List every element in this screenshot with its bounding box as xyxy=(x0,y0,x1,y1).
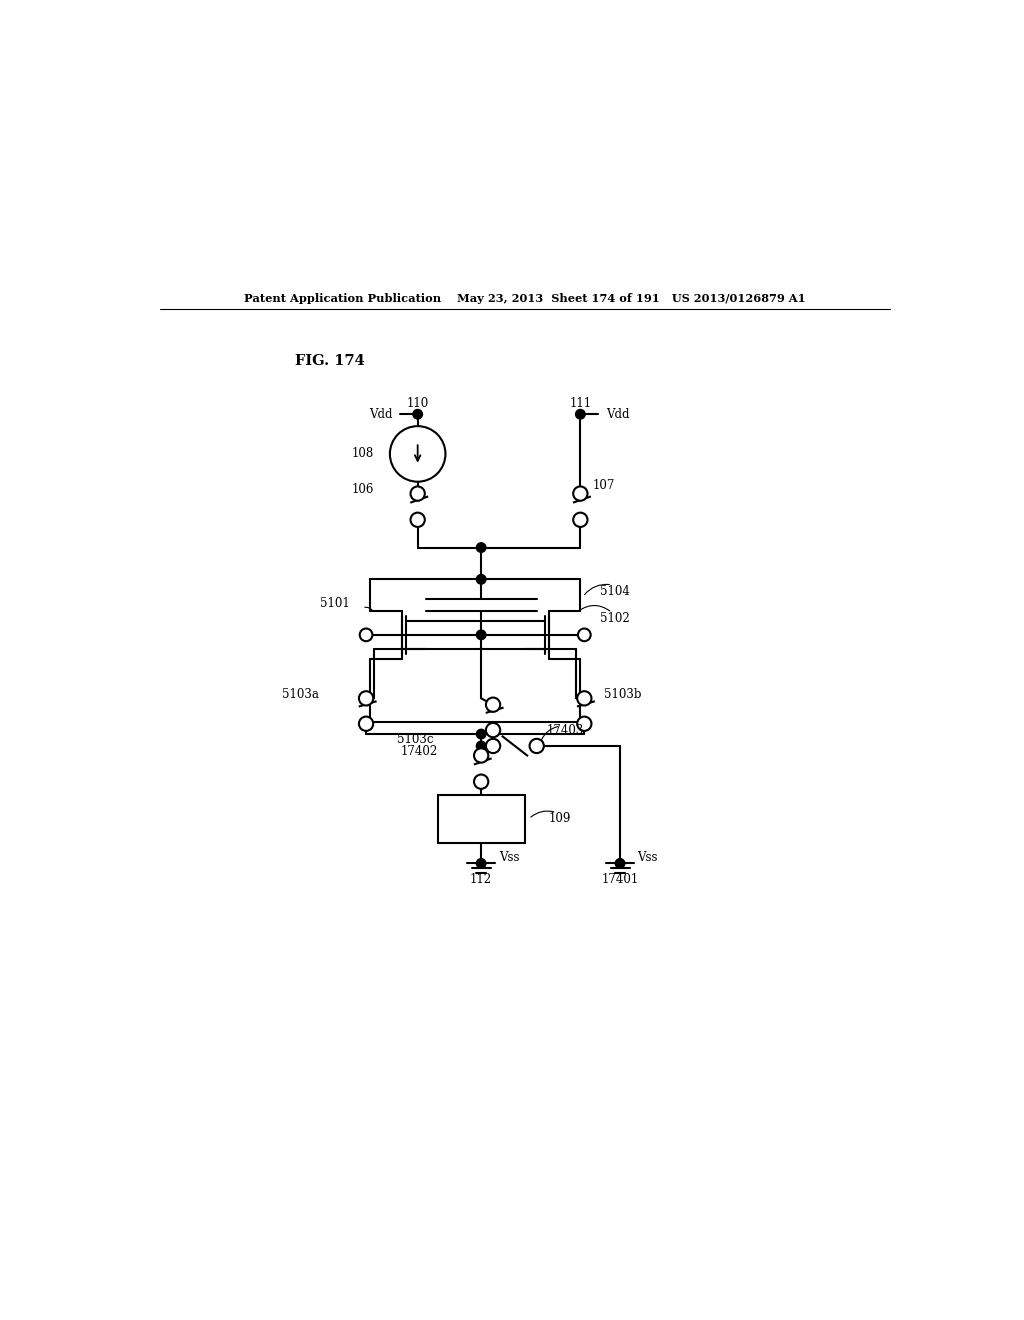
Text: 110: 110 xyxy=(407,396,429,409)
Text: FIG. 174: FIG. 174 xyxy=(295,354,365,368)
Circle shape xyxy=(411,512,425,527)
Text: 5101: 5101 xyxy=(321,597,350,610)
Text: 17401: 17401 xyxy=(601,873,639,886)
Circle shape xyxy=(573,487,588,500)
Circle shape xyxy=(474,748,488,763)
Circle shape xyxy=(476,742,486,751)
Text: 5103b: 5103b xyxy=(604,688,642,701)
Text: Vss: Vss xyxy=(499,850,519,863)
Circle shape xyxy=(359,628,373,642)
Circle shape xyxy=(411,487,425,500)
Text: Vss: Vss xyxy=(638,850,658,863)
Text: 5102: 5102 xyxy=(600,612,630,626)
Text: 112: 112 xyxy=(470,873,493,886)
Circle shape xyxy=(476,630,486,640)
Circle shape xyxy=(359,692,373,705)
Circle shape xyxy=(390,426,445,482)
Circle shape xyxy=(573,512,588,527)
Circle shape xyxy=(486,739,500,754)
Text: 106: 106 xyxy=(351,483,374,496)
Circle shape xyxy=(578,717,592,731)
Text: 17402: 17402 xyxy=(400,744,437,758)
Text: 111: 111 xyxy=(569,396,592,409)
Text: 5103a: 5103a xyxy=(282,688,318,701)
Text: 107: 107 xyxy=(592,479,614,492)
Circle shape xyxy=(476,858,486,869)
Circle shape xyxy=(615,858,625,869)
Text: Patent Application Publication    May 23, 2013  Sheet 174 of 191   US 2013/01268: Patent Application Publication May 23, 2… xyxy=(244,293,806,304)
Circle shape xyxy=(474,775,488,789)
Circle shape xyxy=(486,697,500,711)
Circle shape xyxy=(476,729,486,739)
Circle shape xyxy=(476,543,486,552)
Circle shape xyxy=(578,628,591,642)
Circle shape xyxy=(486,723,500,738)
Text: 17403: 17403 xyxy=(546,723,584,737)
Text: Vdd: Vdd xyxy=(369,408,392,421)
Text: Vdd: Vdd xyxy=(606,408,629,421)
Circle shape xyxy=(578,692,592,705)
Text: 108: 108 xyxy=(352,447,374,461)
Circle shape xyxy=(413,409,423,418)
Circle shape xyxy=(575,409,585,418)
Text: 5104: 5104 xyxy=(600,585,630,598)
Circle shape xyxy=(359,717,373,731)
Circle shape xyxy=(529,739,544,754)
Text: 5103c: 5103c xyxy=(397,733,433,746)
Bar xyxy=(437,795,524,842)
Circle shape xyxy=(476,574,486,583)
Text: 109: 109 xyxy=(549,813,571,825)
